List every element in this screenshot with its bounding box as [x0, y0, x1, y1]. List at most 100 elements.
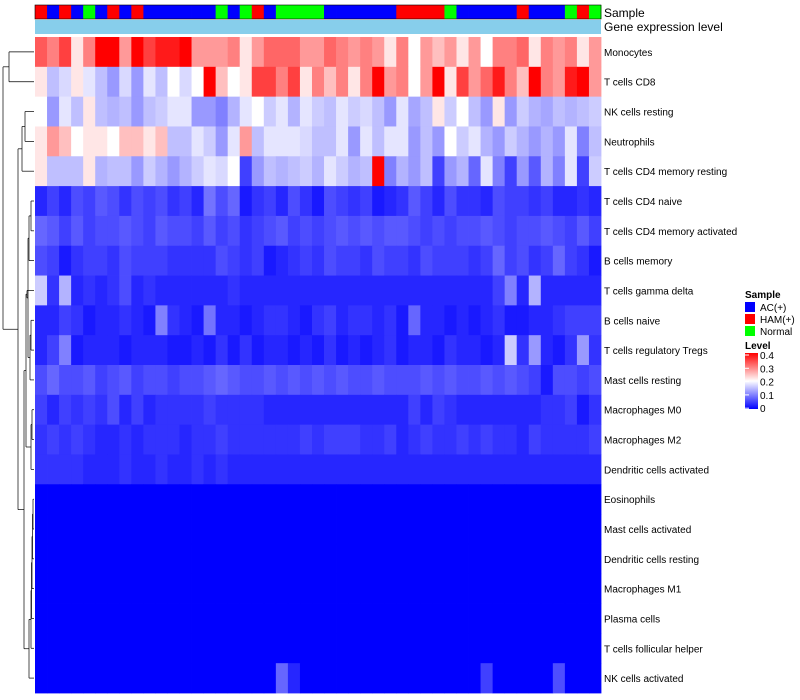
row-label: T cells regulatory Tregs — [604, 346, 708, 357]
heatmap-cell — [287, 37, 301, 68]
heatmap-cell — [396, 215, 409, 247]
heatmap-cell — [59, 573, 72, 604]
heatmap-cell — [348, 126, 361, 157]
heatmap-cell — [528, 454, 542, 485]
heatmap-cell — [540, 186, 554, 217]
heatmap-cell — [360, 394, 373, 426]
heatmap-cell — [384, 66, 397, 98]
heatmap-cell — [576, 126, 590, 157]
heatmap-cell — [576, 66, 590, 98]
heatmap-cell — [119, 454, 132, 485]
heatmap-cell — [299, 454, 313, 485]
sample-annotation-cell — [456, 5, 469, 19]
heatmap-cell — [324, 424, 337, 455]
heatmap-cell — [251, 484, 265, 515]
heatmap-cell — [251, 573, 265, 604]
heatmap-cell — [372, 156, 385, 187]
heatmap-cell — [480, 126, 494, 157]
heatmap-cell — [95, 275, 108, 306]
heatmap-cell — [420, 484, 433, 515]
row-label: Dendritic cells activated — [604, 465, 709, 476]
row-label: Eosinophils — [604, 495, 655, 506]
heatmap-cell — [384, 424, 397, 455]
heatmap-cell — [564, 603, 578, 634]
heatmap-cell — [480, 573, 494, 604]
heatmap-cell — [396, 663, 409, 694]
heatmap-cell — [167, 454, 180, 485]
heatmap-cell — [287, 573, 301, 604]
heatmap-cell — [432, 126, 445, 157]
heatmap-cell — [287, 126, 301, 157]
heatmap-cell — [47, 365, 60, 396]
sample-annotation-cell — [263, 5, 277, 19]
heatmap-cell — [492, 394, 506, 426]
heatmap-cell — [311, 663, 325, 694]
heatmap-cell — [456, 394, 469, 426]
heatmap-cell — [360, 633, 373, 664]
heatmap-cell — [432, 37, 445, 68]
heatmap-cell — [131, 245, 144, 276]
heatmap-cell — [336, 603, 349, 634]
heatmap-cell — [336, 394, 349, 426]
heatmap-cell — [456, 215, 469, 247]
heatmap-cell — [215, 454, 229, 485]
heatmap-cell — [564, 305, 578, 336]
heatmap-cell — [227, 663, 241, 694]
sample-annotation-cell — [155, 5, 168, 19]
heatmap-cell — [191, 305, 204, 336]
heatmap-cell — [480, 663, 494, 694]
heatmap-cell — [263, 335, 277, 366]
heatmap-cell — [528, 484, 542, 515]
heatmap-cell — [456, 543, 469, 575]
heatmap-cell — [83, 66, 96, 98]
heatmap-cell — [131, 573, 144, 604]
heatmap-cell — [143, 275, 156, 306]
heatmap-cell — [540, 275, 554, 306]
heatmap-cell — [444, 514, 457, 545]
heatmap-cell — [227, 633, 241, 664]
heatmap-cell — [47, 96, 60, 127]
heatmap-cell — [540, 215, 554, 247]
heatmap-cell — [167, 96, 180, 127]
sample-annotation-cell — [47, 5, 60, 19]
heatmap-cell — [528, 126, 542, 157]
heatmap-cell — [408, 603, 421, 634]
heatmap-cell — [384, 454, 397, 485]
heatmap-cell — [203, 394, 217, 426]
heatmap-cell — [576, 305, 590, 336]
heatmap-cell — [203, 543, 217, 575]
heatmap-cell — [59, 514, 72, 545]
heatmap-cell — [432, 305, 445, 336]
heatmap-cell — [179, 365, 192, 396]
heatmap-cell — [552, 514, 566, 545]
heatmap-cell — [203, 66, 217, 98]
heatmap-cell — [203, 275, 217, 306]
heatmap-cell — [324, 215, 337, 247]
heatmap-cell — [384, 543, 397, 575]
heatmap-cell — [540, 245, 554, 276]
heatmap-cell — [251, 424, 265, 455]
heatmap-cell — [287, 663, 301, 694]
heatmap-cell — [336, 126, 349, 157]
heatmap-cell — [59, 305, 72, 336]
heatmap-cell — [287, 186, 301, 217]
heatmap-cell — [432, 186, 445, 217]
heatmap-cell — [83, 335, 96, 366]
sample-annotation-cell — [432, 5, 445, 19]
heatmap-cell — [408, 424, 421, 455]
heatmap-cell — [504, 633, 518, 664]
heatmap-cell — [299, 484, 313, 515]
heatmap-cell — [360, 454, 373, 485]
heatmap-cell — [564, 394, 578, 426]
heatmap-cell — [263, 603, 277, 634]
heatmap-cell — [432, 275, 445, 306]
heatmap-cell — [492, 543, 506, 575]
heatmap-cell — [480, 66, 494, 98]
heatmap-cell — [456, 245, 469, 276]
heatmap-cell — [396, 394, 409, 426]
heatmap-cell — [492, 245, 506, 276]
heatmap-cell — [143, 245, 156, 276]
heatmap-cell — [504, 335, 518, 366]
heatmap-cell — [576, 603, 590, 634]
heatmap-cell — [311, 633, 325, 664]
